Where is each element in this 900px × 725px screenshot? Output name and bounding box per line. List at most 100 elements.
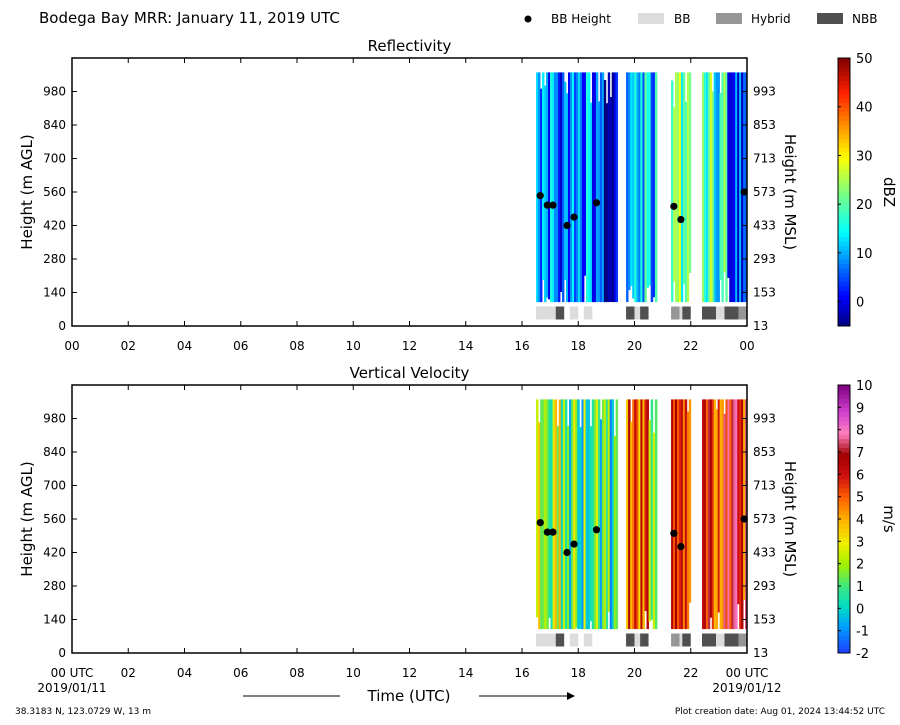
colorbar-tick-label: 30: [856, 149, 873, 164]
x-tick-label: 22: [683, 666, 698, 680]
x-tick-label: 16: [514, 666, 529, 680]
colorbar-segment: [838, 568, 850, 574]
precip-type-bar-nbb: [626, 633, 635, 647]
colorbar-segment: [838, 147, 850, 153]
colorbar-segment: [838, 138, 850, 144]
heatmap-column: [564, 399, 568, 629]
heatmap-column: [680, 72, 684, 303]
heatmap-column: [546, 72, 549, 298]
bb-height-point: [592, 526, 601, 534]
colorbar-segment: [838, 385, 850, 390]
heatmap-column: [611, 72, 615, 303]
x-tick-label: 08: [289, 666, 304, 680]
panel-title: Vertical Velocity: [350, 364, 470, 382]
x-axis-label: Time (UTC): [367, 687, 451, 705]
y-right-tick-label: 153: [753, 286, 776, 300]
heatmap-column: [601, 399, 605, 630]
heatmap-column: [589, 102, 593, 303]
colorbar-segment: [838, 196, 850, 202]
heatmap-column: [688, 399, 692, 603]
heatmap-column: [550, 72, 553, 303]
colorbar-tick-label: 50: [856, 52, 873, 67]
heatmap-column: [654, 72, 658, 303]
heatmap-column: [591, 72, 595, 303]
bb-height-point: [677, 542, 685, 551]
x-tick-label: 00 UTC: [51, 666, 94, 680]
hybrid-legend-swatch: [716, 13, 742, 24]
bb-height-point: [670, 202, 678, 210]
colorbar-segment: [838, 267, 850, 273]
colorbar-segment: [838, 84, 850, 90]
colorbar-frame: [837, 57, 851, 327]
heatmap-column: [731, 72, 734, 303]
heatmap-column: [729, 72, 732, 303]
colorbar-segment: [838, 200, 850, 206]
y-right-tick-label: 13: [753, 319, 768, 333]
heatmap-column: [562, 72, 565, 303]
colorbar-segment: [838, 214, 850, 220]
y-tick-label: 980: [43, 412, 66, 426]
colorbar-segment: [838, 572, 850, 578]
colorbar-segment: [838, 178, 850, 184]
colorbar-segment: [838, 156, 850, 162]
colorbar-segment: [838, 469, 850, 475]
heatmap-column: [611, 399, 615, 630]
colorbar-segment: [838, 223, 850, 229]
x-tick-label: 06: [233, 339, 248, 353]
heatmap-column: [642, 399, 645, 630]
colorbar-segment: [838, 532, 850, 538]
y-right-tick-label: 153: [753, 613, 776, 627]
heatmap-column: [632, 399, 635, 630]
colorbar-segment: [838, 487, 850, 493]
colorbar-segment: [838, 299, 850, 305]
colorbar-segment: [838, 434, 850, 440]
x-tick-label: 00: [64, 339, 79, 353]
heatmap-column: [597, 399, 601, 630]
heatmap-column: [577, 72, 581, 303]
bb-height-point: [543, 528, 551, 536]
heatmap-column: [715, 72, 718, 303]
heatmap-column: [719, 399, 722, 630]
bb-height-point: [563, 548, 571, 557]
heatmap-column: [682, 72, 686, 285]
heatmap-column: [536, 399, 539, 618]
bb-height-point: [536, 518, 544, 527]
colorbar-tick-label: 8: [856, 424, 864, 439]
colorbar-segment: [838, 276, 850, 282]
x-tick-label: 20: [627, 339, 642, 353]
heatmap-column: [648, 72, 652, 286]
precip-type-bar-bb: [634, 633, 641, 647]
precip-type-bar-hybrid: [738, 633, 747, 647]
heatmap-column: [615, 399, 619, 630]
colorbar-segment: [838, 635, 850, 641]
precip-type-bar-bb: [716, 633, 725, 647]
heatmap-column: [548, 72, 551, 300]
colorbar-tick-label: 9: [856, 401, 864, 416]
heatmap-column: [575, 399, 578, 628]
colorbar-segment: [838, 75, 850, 81]
colorbar-segment: [838, 111, 850, 117]
colorbar-segment: [838, 550, 850, 556]
precip-type-bar-hybrid: [738, 306, 747, 320]
colorbar-segment: [838, 577, 850, 583]
location-text: 38.3183 N, 123.0729 W, 13 m: [15, 707, 151, 717]
colorbar-segment: [838, 66, 850, 72]
heatmap-column: [583, 399, 586, 630]
heatmap-column: [566, 93, 569, 302]
colorbar-tick-label: 2: [856, 558, 864, 573]
colorbar-segment: [838, 398, 850, 404]
precip-type-bar-bb: [679, 306, 683, 320]
y-right-tick-label: 293: [753, 252, 776, 266]
colorbar-segment: [838, 554, 850, 560]
heatmap-column: [650, 72, 654, 303]
heatmap-column: [556, 426, 560, 630]
y-tick-label: 420: [43, 219, 66, 233]
heatmap-column: [741, 399, 744, 630]
colorbar-tick-label: 6: [856, 468, 864, 483]
heatmap-column: [540, 399, 543, 630]
precip-type-bar-nbb: [702, 633, 717, 647]
colorbar-segment: [838, 120, 850, 126]
colorbar-segment: [838, 218, 850, 224]
colorbar-segment: [838, 183, 850, 189]
